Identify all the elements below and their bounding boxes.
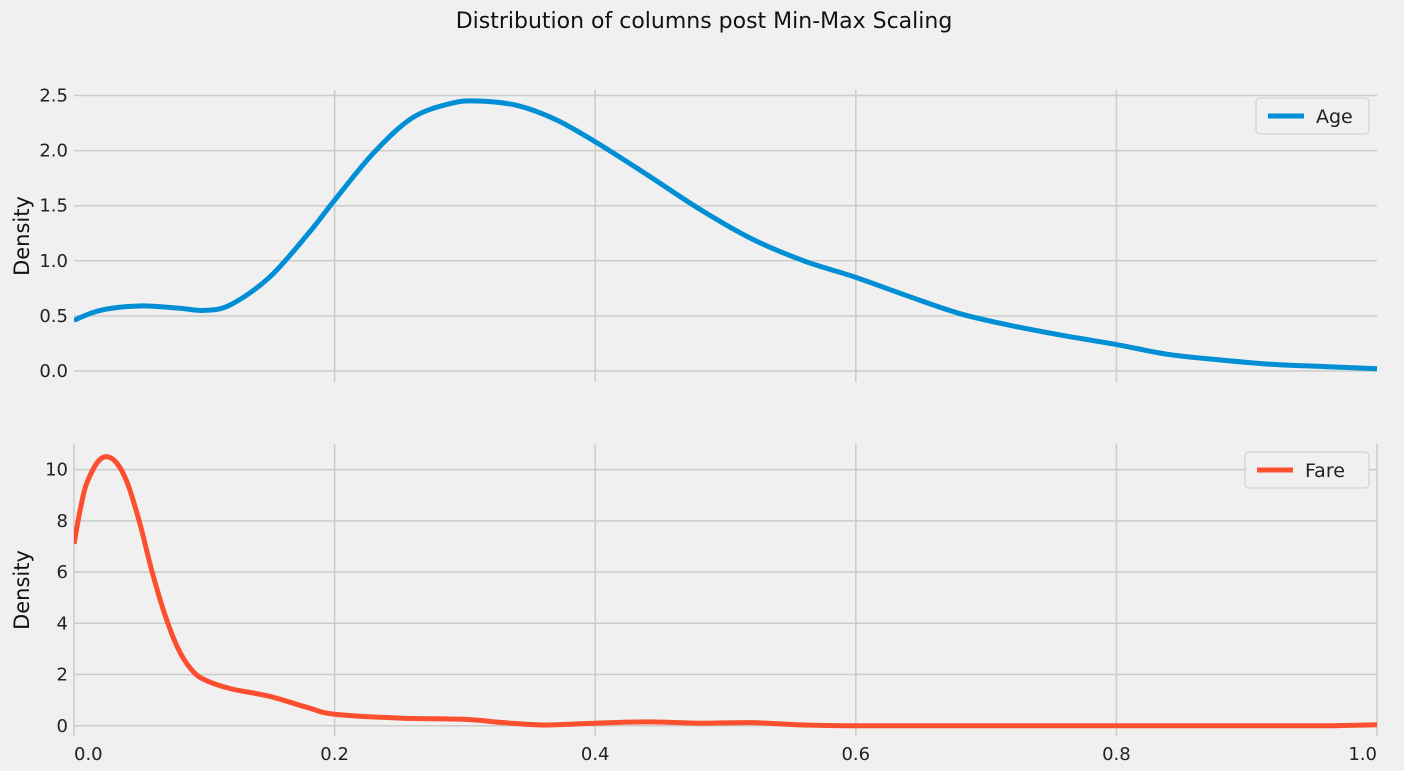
legend-age: Age [1256,98,1369,134]
x-tick-label: 1.0 [1348,744,1377,765]
y-tick-label: 6 [57,562,68,583]
legend-label-fare: Fare [1305,460,1345,482]
y-tick-label: 2.5 [39,86,68,107]
y-tick-label: 0 [57,716,68,737]
x-tick-label: 0.4 [581,744,610,765]
y-tick-label: 1.5 [39,196,68,217]
x-tick-label: 0.2 [320,744,349,765]
x-tick-label: 0.6 [841,744,870,765]
y-tick-label: 10 [45,460,68,481]
series-line-age [74,101,1377,369]
legend-fare: Fare [1245,452,1369,488]
y-tick-label: 8 [57,511,68,532]
chart-title: Distribution of columns post Min-Max Sca… [456,9,953,34]
y-tick-label: 4 [57,613,68,634]
subplot-fare: 0 2 4 6 8 10 0.0 0.2 0.4 0.6 0.8 1.0 Density Fare [10,444,1377,765]
y-tick-label: 2 [57,665,68,686]
series-line-fare [74,457,1377,726]
y-axis-label: Density [10,196,34,276]
y-tick-label: 0.5 [39,306,68,327]
legend-label-age: Age [1316,106,1353,128]
x-tick-label: 0.8 [1102,744,1131,765]
y-axis-label: Density [10,550,34,630]
y-tick-label: 0.0 [39,361,68,382]
y-tick-label: 1.0 [39,251,68,272]
subplot-age: 0.0 0.5 1.0 1.5 2.0 2.5 Density Age [10,86,1377,382]
x-tick-label: 0.0 [74,744,103,765]
y-tick-label: 2.0 [39,141,68,162]
